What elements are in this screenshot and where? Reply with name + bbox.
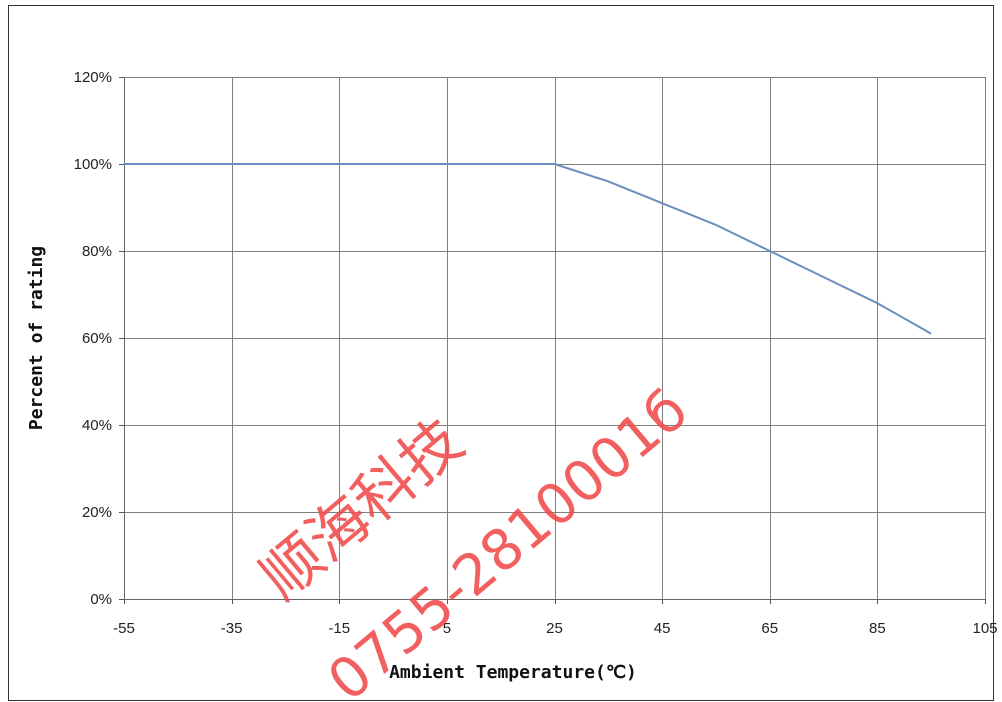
y-axis-title: Percent of rating: [26, 246, 47, 430]
y-tick-label: 100%: [74, 156, 112, 173]
x-axis-title: Ambient Temperature(℃): [389, 662, 637, 683]
y-tick-label: 80%: [82, 243, 112, 260]
y-tick-label: 120%: [74, 69, 112, 86]
series-layer: [124, 163, 932, 335]
x-tick-label: 5: [443, 620, 451, 637]
chart-border: [8, 5, 994, 701]
tick-labels: 0% 20% 40% 60% 80% 100% 120% -55 -35 -15 5 25 45 65 85…: [74, 69, 998, 637]
y-tick-label: 20%: [82, 504, 112, 521]
y-tick-label: 0%: [90, 591, 112, 608]
x-tick-label: 25: [546, 620, 563, 637]
x-tick-label: -15: [328, 620, 350, 637]
x-tick-label: 105: [972, 620, 997, 637]
series-line: [124, 163, 932, 335]
y-tick-label: 60%: [82, 330, 112, 347]
x-tick-label: 85: [869, 620, 886, 637]
y-tick-label: 40%: [82, 417, 112, 434]
x-tick-label: -55: [113, 620, 135, 637]
x-tick-label: 65: [761, 620, 778, 637]
x-tick-label: -35: [221, 620, 243, 637]
x-tick-label: 45: [654, 620, 671, 637]
